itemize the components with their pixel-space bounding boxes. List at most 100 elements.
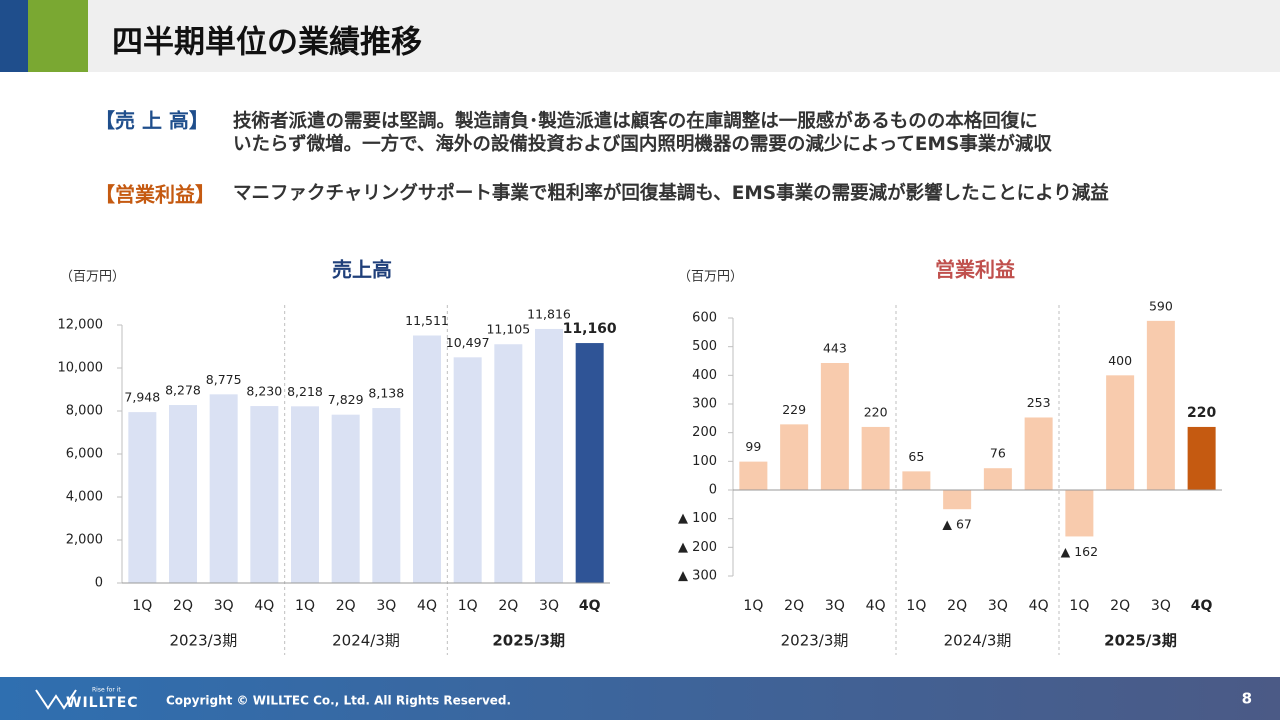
x-tick-label: 4Q: [254, 598, 274, 614]
value-label: 7,948: [124, 390, 160, 405]
value-label: 11,160: [563, 321, 617, 337]
y-tick-label: ▲ 100: [678, 511, 717, 526]
value-label: 11,511: [405, 313, 449, 328]
y-tick-label: ▲ 300: [678, 569, 717, 584]
bar: [1146, 320, 1175, 490]
y-tick-label: 0: [95, 576, 103, 591]
y-tick-label: 400: [692, 368, 717, 383]
value-label: 11,816: [527, 306, 571, 321]
copyright: Copyright © WILLTEC Co., Ltd. All Rights…: [166, 694, 511, 708]
bar: [1187, 426, 1216, 490]
y-tick-label: 12,000: [58, 318, 104, 333]
x-tick-label: 4Q: [866, 598, 886, 614]
bar: [494, 344, 523, 583]
bar: [983, 468, 1012, 490]
bar: [1065, 490, 1094, 537]
group-label: 2024/3期: [944, 632, 1012, 650]
value-label: 65: [908, 449, 924, 464]
x-tick-label: 4Q: [1191, 598, 1213, 614]
summary-text: 技術者派遣の需要は堅調。製造請負･製造派遣は顧客の在庫調整は一服感があるものの本…: [233, 110, 1038, 132]
summary-text: マニファクチャリングサポート事業で粗利率が回復基調も、EMS事業の需要減が影響し…: [233, 182, 1109, 204]
group-label: 2025/3期: [492, 632, 565, 650]
bar: [535, 328, 563, 583]
slide-title: 四半期単位の業績推移: [112, 25, 422, 61]
bar: [169, 405, 197, 583]
y-tick-label: 200: [692, 425, 717, 440]
bar: [1024, 417, 1053, 490]
y-tick-label: 100: [692, 454, 717, 469]
x-tick-label: 3Q: [539, 598, 559, 614]
value-label: ▲ 162: [1061, 544, 1098, 559]
bar: [128, 412, 157, 583]
y-tick-label: 300: [692, 397, 717, 412]
bar: [739, 461, 768, 490]
y-tick-label: 4,000: [66, 490, 103, 505]
x-tick-label: 2Q: [173, 598, 193, 614]
value-label: 8,138: [368, 386, 404, 401]
value-label: 590: [1149, 298, 1173, 313]
group-label: 2025/3期: [1104, 632, 1177, 650]
group-label: 2023/3期: [781, 632, 849, 650]
bar: [943, 490, 972, 510]
x-tick-label: 1Q: [132, 598, 152, 614]
value-label: 8,278: [165, 383, 201, 398]
bar: [413, 335, 441, 583]
x-tick-label: 2Q: [784, 598, 804, 614]
x-tick-label: 3Q: [988, 598, 1008, 614]
y-tick-label: ▲ 200: [678, 540, 717, 555]
bar: [902, 471, 931, 490]
x-tick-label: 1Q: [906, 598, 926, 614]
x-tick-label: 4Q: [579, 598, 601, 614]
value-label: 99: [745, 439, 761, 454]
bar: [820, 363, 849, 490]
bar: [372, 408, 401, 583]
summary-label: 【売 上 高】: [95, 109, 209, 133]
unit-label: （百万円）: [678, 270, 743, 285]
x-tick-label: 1Q: [1069, 598, 1089, 614]
bar: [250, 406, 279, 583]
y-tick-label: 2,000: [66, 533, 103, 548]
value-label: 7,829: [328, 392, 364, 407]
page-number: 8: [1242, 690, 1252, 708]
bar: [331, 414, 360, 583]
x-tick-label: 2Q: [336, 598, 356, 614]
x-tick-label: 1Q: [458, 598, 478, 614]
x-tick-label: 1Q: [295, 598, 315, 614]
logo-mark: [35, 689, 77, 710]
bar: [291, 406, 319, 583]
x-tick-label: 4Q: [1029, 598, 1049, 614]
value-label: 8,218: [287, 384, 323, 399]
x-tick-label: 3Q: [825, 598, 845, 614]
bar: [780, 424, 809, 490]
x-tick-label: 1Q: [743, 598, 763, 614]
group-label: 2023/3期: [169, 632, 237, 650]
chart-title: 営業利益: [935, 258, 1015, 282]
y-tick-label: 600: [692, 311, 717, 326]
value-label: 8,230: [246, 384, 282, 399]
x-tick-label: 3Q: [1151, 598, 1171, 614]
value-label: 8,775: [206, 372, 242, 387]
value-label: 400: [1108, 353, 1132, 368]
x-tick-label: 2Q: [947, 598, 967, 614]
x-tick-label: 3Q: [214, 598, 234, 614]
bar: [453, 357, 482, 583]
summary-text: いたらず微増。一方で、海外の設備投資および国内照明機器の需要の減少によってEMS…: [233, 133, 1052, 155]
value-label: 443: [823, 341, 847, 356]
value-label: 76: [990, 446, 1006, 461]
summary-label: 【営業利益】: [95, 183, 215, 207]
y-tick-label: 10,000: [58, 361, 104, 376]
bar: [575, 343, 604, 583]
bar: [861, 426, 890, 490]
value-label: 11,105: [486, 322, 530, 337]
value-label: 220: [864, 404, 888, 419]
value-label: ▲ 67: [942, 517, 972, 532]
x-tick-label: 4Q: [417, 598, 437, 614]
value-label: 253: [1027, 395, 1051, 410]
header-bar: [0, 0, 1280, 72]
header-accent-green: [28, 0, 88, 72]
footer-bar: [0, 677, 1280, 720]
y-tick-label: 6,000: [66, 447, 103, 462]
logo-tagline: Rise for it: [92, 687, 121, 694]
header-accent-blue: [0, 0, 28, 72]
